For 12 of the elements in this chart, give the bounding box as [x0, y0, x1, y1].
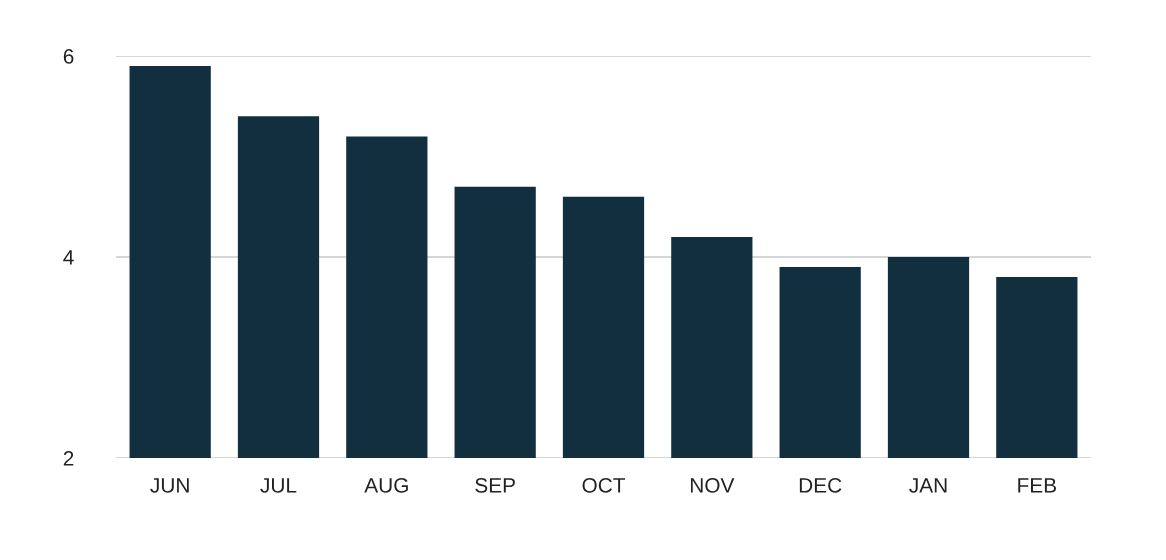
x-tick-label: JUL	[260, 478, 297, 493]
y-tick-label: 2	[63, 451, 74, 466]
x-tick-label: NOV	[690, 477, 735, 493]
y-tick-label: 4	[63, 250, 74, 265]
x-tick-label: DEC	[799, 477, 842, 493]
x-tick-label: FEB	[1018, 478, 1056, 493]
x-tick-label: OCT	[582, 477, 626, 493]
y-tick-label: 6	[63, 49, 74, 64]
x-tick-label: AUG	[364, 477, 408, 493]
x-tick-label: JUN	[150, 478, 189, 493]
x-tick-label: JAN	[909, 478, 947, 493]
x-tick-label: SEP	[475, 477, 515, 493]
